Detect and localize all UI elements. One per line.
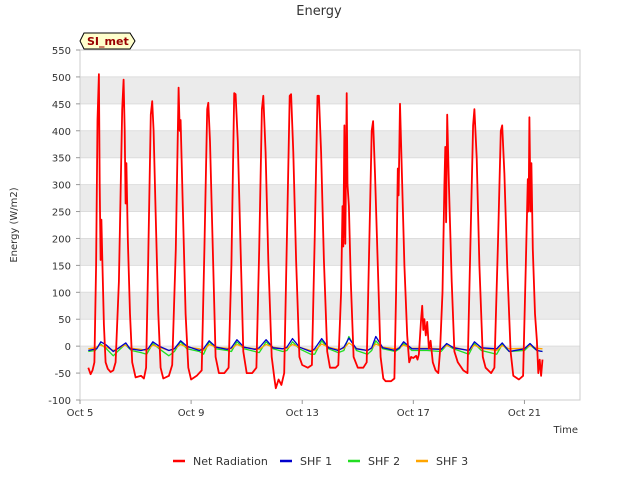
station-annotation: SI_met [79,32,136,50]
plot-area [79,49,581,401]
gridlines [80,49,580,401]
x-axis-ticks: Oct 5 Oct 9 Oct 13 Oct 17 Oct 21 [67,400,541,419]
y-tick-label: 50 [58,315,71,326]
x-tick-label: Oct 9 [178,408,205,419]
y-tick-label: -100 [48,396,71,407]
y-tick-label: 300 [52,181,71,192]
background-bands [80,76,580,374]
background-band [80,76,580,104]
y-tick-label: 100 [52,288,71,299]
y-tick-label: 550 [52,46,71,57]
y-tick-label: 500 [52,73,71,84]
station-annotation-box [79,32,136,50]
y-axis-ticks: -100 -50 0 50 100 150 200 250 300 350 400 450 500 550 [48,46,80,407]
x-axis-label: Time [553,425,578,436]
series-layer [87,73,544,390]
y-tick-label: 150 [52,261,71,272]
x-tick-label: Oct 13 [286,408,319,419]
background-band [80,238,580,266]
background-band [80,292,580,320]
y-tick-label: 250 [52,208,71,219]
x-tick-label: Oct 21 [508,408,541,419]
series-line-net [87,73,544,390]
legend-label-shf3: SHF 3 [436,455,468,468]
y-tick-label: 450 [52,100,71,111]
background-band [80,346,580,374]
y-tick-label: 200 [52,234,71,245]
y-axis-label: Energy (W/m2) [9,187,20,262]
x-tick-label: Oct 5 [67,408,94,419]
y-tick-label: 400 [52,127,71,138]
y-tick-label: 350 [52,154,71,165]
chart-title: Energy [296,4,342,19]
series-line-shf1 [88,335,543,353]
legend-label-shf1: SHF 1 [300,455,332,468]
x-tick-label: Oct 17 [397,408,430,419]
legend-label-net: Net Radiation [193,455,268,468]
background-band [80,184,580,212]
background-band [80,130,580,158]
y-tick-label: -50 [55,369,71,380]
y-tick-label: 0 [65,342,71,353]
legend: Net Radiation SHF 1 SHF 2 SHF 3 [173,455,468,468]
station-annotation-text: SI_met [87,35,129,48]
legend-label-shf2: SHF 2 [368,455,400,468]
